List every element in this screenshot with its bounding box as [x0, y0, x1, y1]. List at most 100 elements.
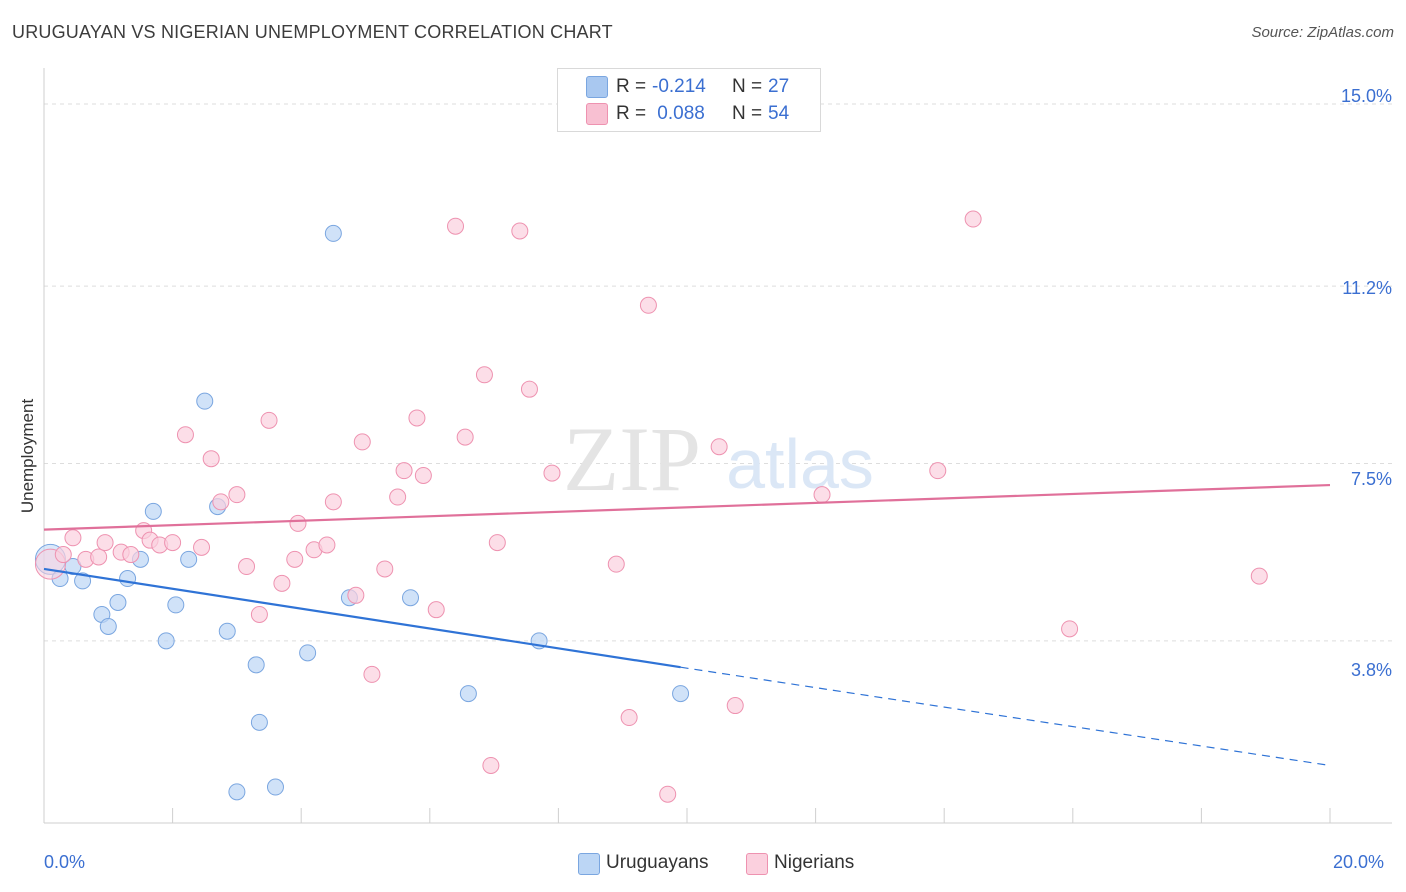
point-uruguayans: [324, 224, 342, 242]
point-nigerians: [376, 560, 394, 578]
point-uruguayans: [672, 685, 690, 703]
axes: [43, 68, 1392, 824]
source-label: Source: ZipAtlas.com: [1251, 24, 1394, 41]
point-uruguayans: [266, 778, 284, 796]
point-nigerians: [286, 550, 304, 568]
point-uruguayans: [247, 656, 265, 674]
point-nigerians: [414, 466, 432, 484]
point-nigerians: [395, 462, 413, 480]
bottom-legend-label: Nigerians: [774, 852, 855, 873]
bottom-legend-label: Uruguayans: [606, 852, 709, 873]
point-nigerians: [964, 210, 982, 228]
point-nigerians: [238, 558, 256, 576]
point-uruguayans: [167, 596, 185, 614]
legend-n-label: N =: [732, 103, 768, 124]
point-nigerians: [620, 709, 638, 727]
bottom-legend-swatch: [746, 853, 768, 875]
point-nigerians: [659, 785, 677, 803]
trend-lines: [43, 483, 1331, 767]
legend-n-label: N =: [732, 76, 768, 97]
point-nigerians: [54, 546, 72, 564]
y-axis-label: Unemployment: [18, 398, 37, 514]
point-uruguayans: [250, 713, 268, 731]
point-nigerians: [347, 586, 365, 604]
legend-r-value: -0.214: [652, 76, 706, 97]
trend-line-uruguayans-extension: [680, 666, 1331, 767]
grid: [44, 103, 1392, 642]
point-nigerians: [318, 536, 336, 554]
legend-swatch-uruguayans: [586, 76, 608, 98]
watermark-atlas: atlas: [726, 425, 874, 503]
point-nigerians: [726, 697, 744, 715]
point-nigerians: [929, 462, 947, 480]
point-nigerians: [96, 534, 114, 552]
point-nigerians: [353, 433, 371, 451]
point-uruguayans: [228, 783, 246, 801]
point-uruguayans: [99, 617, 117, 635]
point-uruguayans: [218, 622, 236, 640]
trend-line-nigerians: [43, 483, 1331, 531]
point-nigerians: [456, 428, 474, 446]
point-nigerians: [408, 409, 426, 427]
point-nigerians: [260, 411, 278, 429]
legend-swatch-nigerians: [586, 103, 608, 125]
point-uruguayans: [299, 644, 317, 662]
point-nigerians: [520, 380, 538, 398]
watermark-zip: ZIP: [563, 408, 701, 510]
point-nigerians: [427, 601, 445, 619]
point-nigerians: [639, 296, 657, 314]
data-points: [34, 210, 1268, 803]
point-uruguayans: [196, 392, 214, 410]
point-nigerians: [488, 534, 506, 552]
y-tick-label: 3.8%: [1350, 660, 1392, 680]
point-nigerians: [273, 574, 291, 592]
y-tick-label: 15.0%: [1340, 86, 1392, 106]
point-uruguayans: [109, 593, 127, 611]
point-nigerians: [193, 538, 211, 556]
point-nigerians: [447, 217, 465, 235]
y-tick-label: 11.2%: [1342, 278, 1392, 298]
point-nigerians: [176, 426, 194, 444]
point-nigerians: [389, 488, 407, 506]
chart-title: URUGUAYAN VS NIGERIAN UNEMPLOYMENT CORRE…: [12, 22, 613, 42]
point-nigerians: [228, 486, 246, 504]
point-nigerians: [813, 486, 831, 504]
point-nigerians: [250, 605, 268, 623]
legend-r-value: 0.088: [652, 103, 705, 124]
stats-legend: R = -0.214 N = 27 R = 0.088 N = 54: [557, 68, 821, 132]
point-nigerians: [90, 548, 108, 566]
legend-r-label: R =: [616, 103, 652, 124]
point-nigerians: [202, 450, 220, 468]
point-nigerians: [64, 529, 82, 547]
point-nigerians: [164, 534, 182, 552]
point-nigerians: [511, 222, 529, 240]
point-uruguayans: [180, 550, 198, 568]
point-nigerians: [607, 555, 625, 573]
point-uruguayans: [459, 685, 477, 703]
point-uruguayans: [119, 570, 137, 588]
point-nigerians: [1250, 567, 1268, 585]
legend-n-value: 27: [768, 76, 790, 97]
point-nigerians: [324, 493, 342, 511]
point-uruguayans: [157, 632, 175, 650]
point-nigerians: [475, 366, 493, 384]
point-nigerians: [482, 756, 500, 774]
point-nigerians: [122, 546, 140, 564]
point-nigerians: [289, 514, 307, 532]
legend-n-value: 54: [768, 103, 790, 124]
point-nigerians: [363, 665, 381, 683]
trend-line-uruguayans: [43, 567, 681, 669]
point-nigerians: [212, 493, 230, 511]
bottom-legend-swatch: [578, 853, 600, 875]
x-tick-label: 0.0%: [44, 852, 86, 872]
y-tick-label: 7.5%: [1350, 469, 1392, 489]
point-nigerians: [1061, 620, 1079, 638]
point-uruguayans: [144, 502, 162, 520]
x-tick-label: 20.0%: [1333, 852, 1385, 872]
point-uruguayans: [402, 589, 420, 607]
point-nigerians: [543, 464, 561, 482]
point-uruguayans: [74, 572, 92, 590]
legend-r-label: R =: [616, 76, 652, 97]
point-nigerians: [710, 438, 728, 456]
